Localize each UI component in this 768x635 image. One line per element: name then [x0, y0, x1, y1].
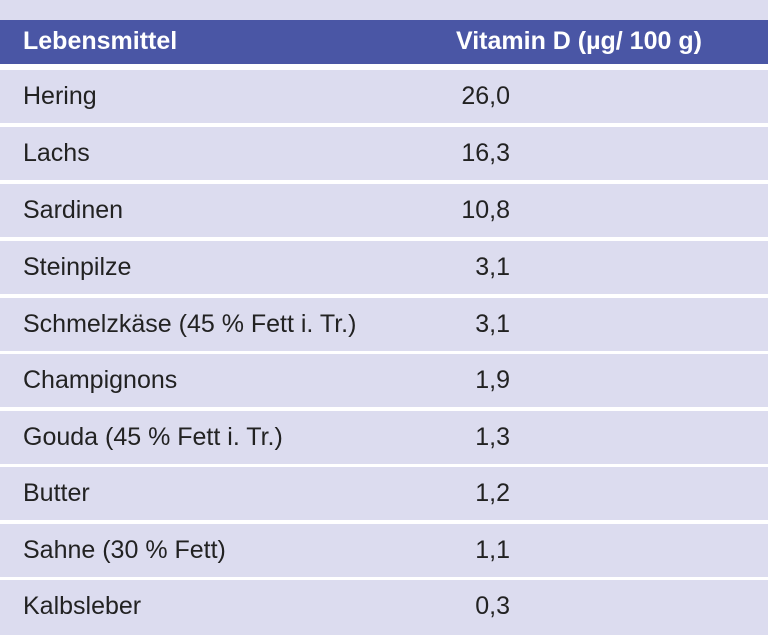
row-food: Kalbsleber — [23, 592, 142, 620]
row-value: 26,0 — [461, 82, 510, 110]
row-food: Lachs — [23, 139, 90, 167]
table-header-row: Lebensmittel Vitamin D (µg/ 100 g) — [0, 20, 768, 64]
row-value: 1,3 — [475, 423, 510, 451]
row-food: Steinpilze — [23, 253, 132, 281]
row-value: 1,1 — [475, 536, 510, 564]
row-value: 10,8 — [461, 196, 510, 224]
row-food: Butter — [23, 479, 90, 507]
row-food: Sahne (30 % Fett) — [23, 536, 226, 564]
table-row: Champignons 1,9 — [0, 354, 768, 407]
row-food: Sardinen — [23, 196, 124, 224]
row-food: Champignons — [23, 366, 178, 394]
table-row: Steinpilze 3,1 — [0, 241, 768, 294]
row-value: 3,1 — [475, 253, 510, 281]
table-row: Sardinen 10,8 — [0, 184, 768, 237]
table-row: Gouda (45 % Fett i. Tr.) 1,3 — [0, 411, 768, 464]
table-row: Lachs 16,3 — [0, 127, 768, 180]
row-value: 0,3 — [475, 592, 510, 620]
header-vitamin-d: Vitamin D (µg/ 100 g) — [456, 27, 702, 55]
table-row: Sahne (30 % Fett) 1,1 — [0, 524, 768, 577]
row-food: Gouda (45 % Fett i. Tr.) — [23, 423, 283, 451]
table-row: Hering 26,0 — [0, 70, 768, 123]
row-value: 1,2 — [475, 479, 510, 507]
row-value: 3,1 — [475, 310, 510, 338]
table-row: Butter 1,2 — [0, 467, 768, 520]
row-value: 1,9 — [475, 366, 510, 394]
row-value: 16,3 — [461, 139, 510, 167]
row-food: Schmelzkäse (45 % Fett i. Tr.) — [23, 310, 357, 338]
header-food: Lebensmittel — [23, 27, 178, 55]
table-row: Kalbsleber 0,3 — [0, 580, 768, 635]
table-top-band — [0, 0, 768, 20]
table-row: Schmelzkäse (45 % Fett i. Tr.) 3,1 — [0, 298, 768, 351]
row-food: Hering — [23, 82, 97, 110]
